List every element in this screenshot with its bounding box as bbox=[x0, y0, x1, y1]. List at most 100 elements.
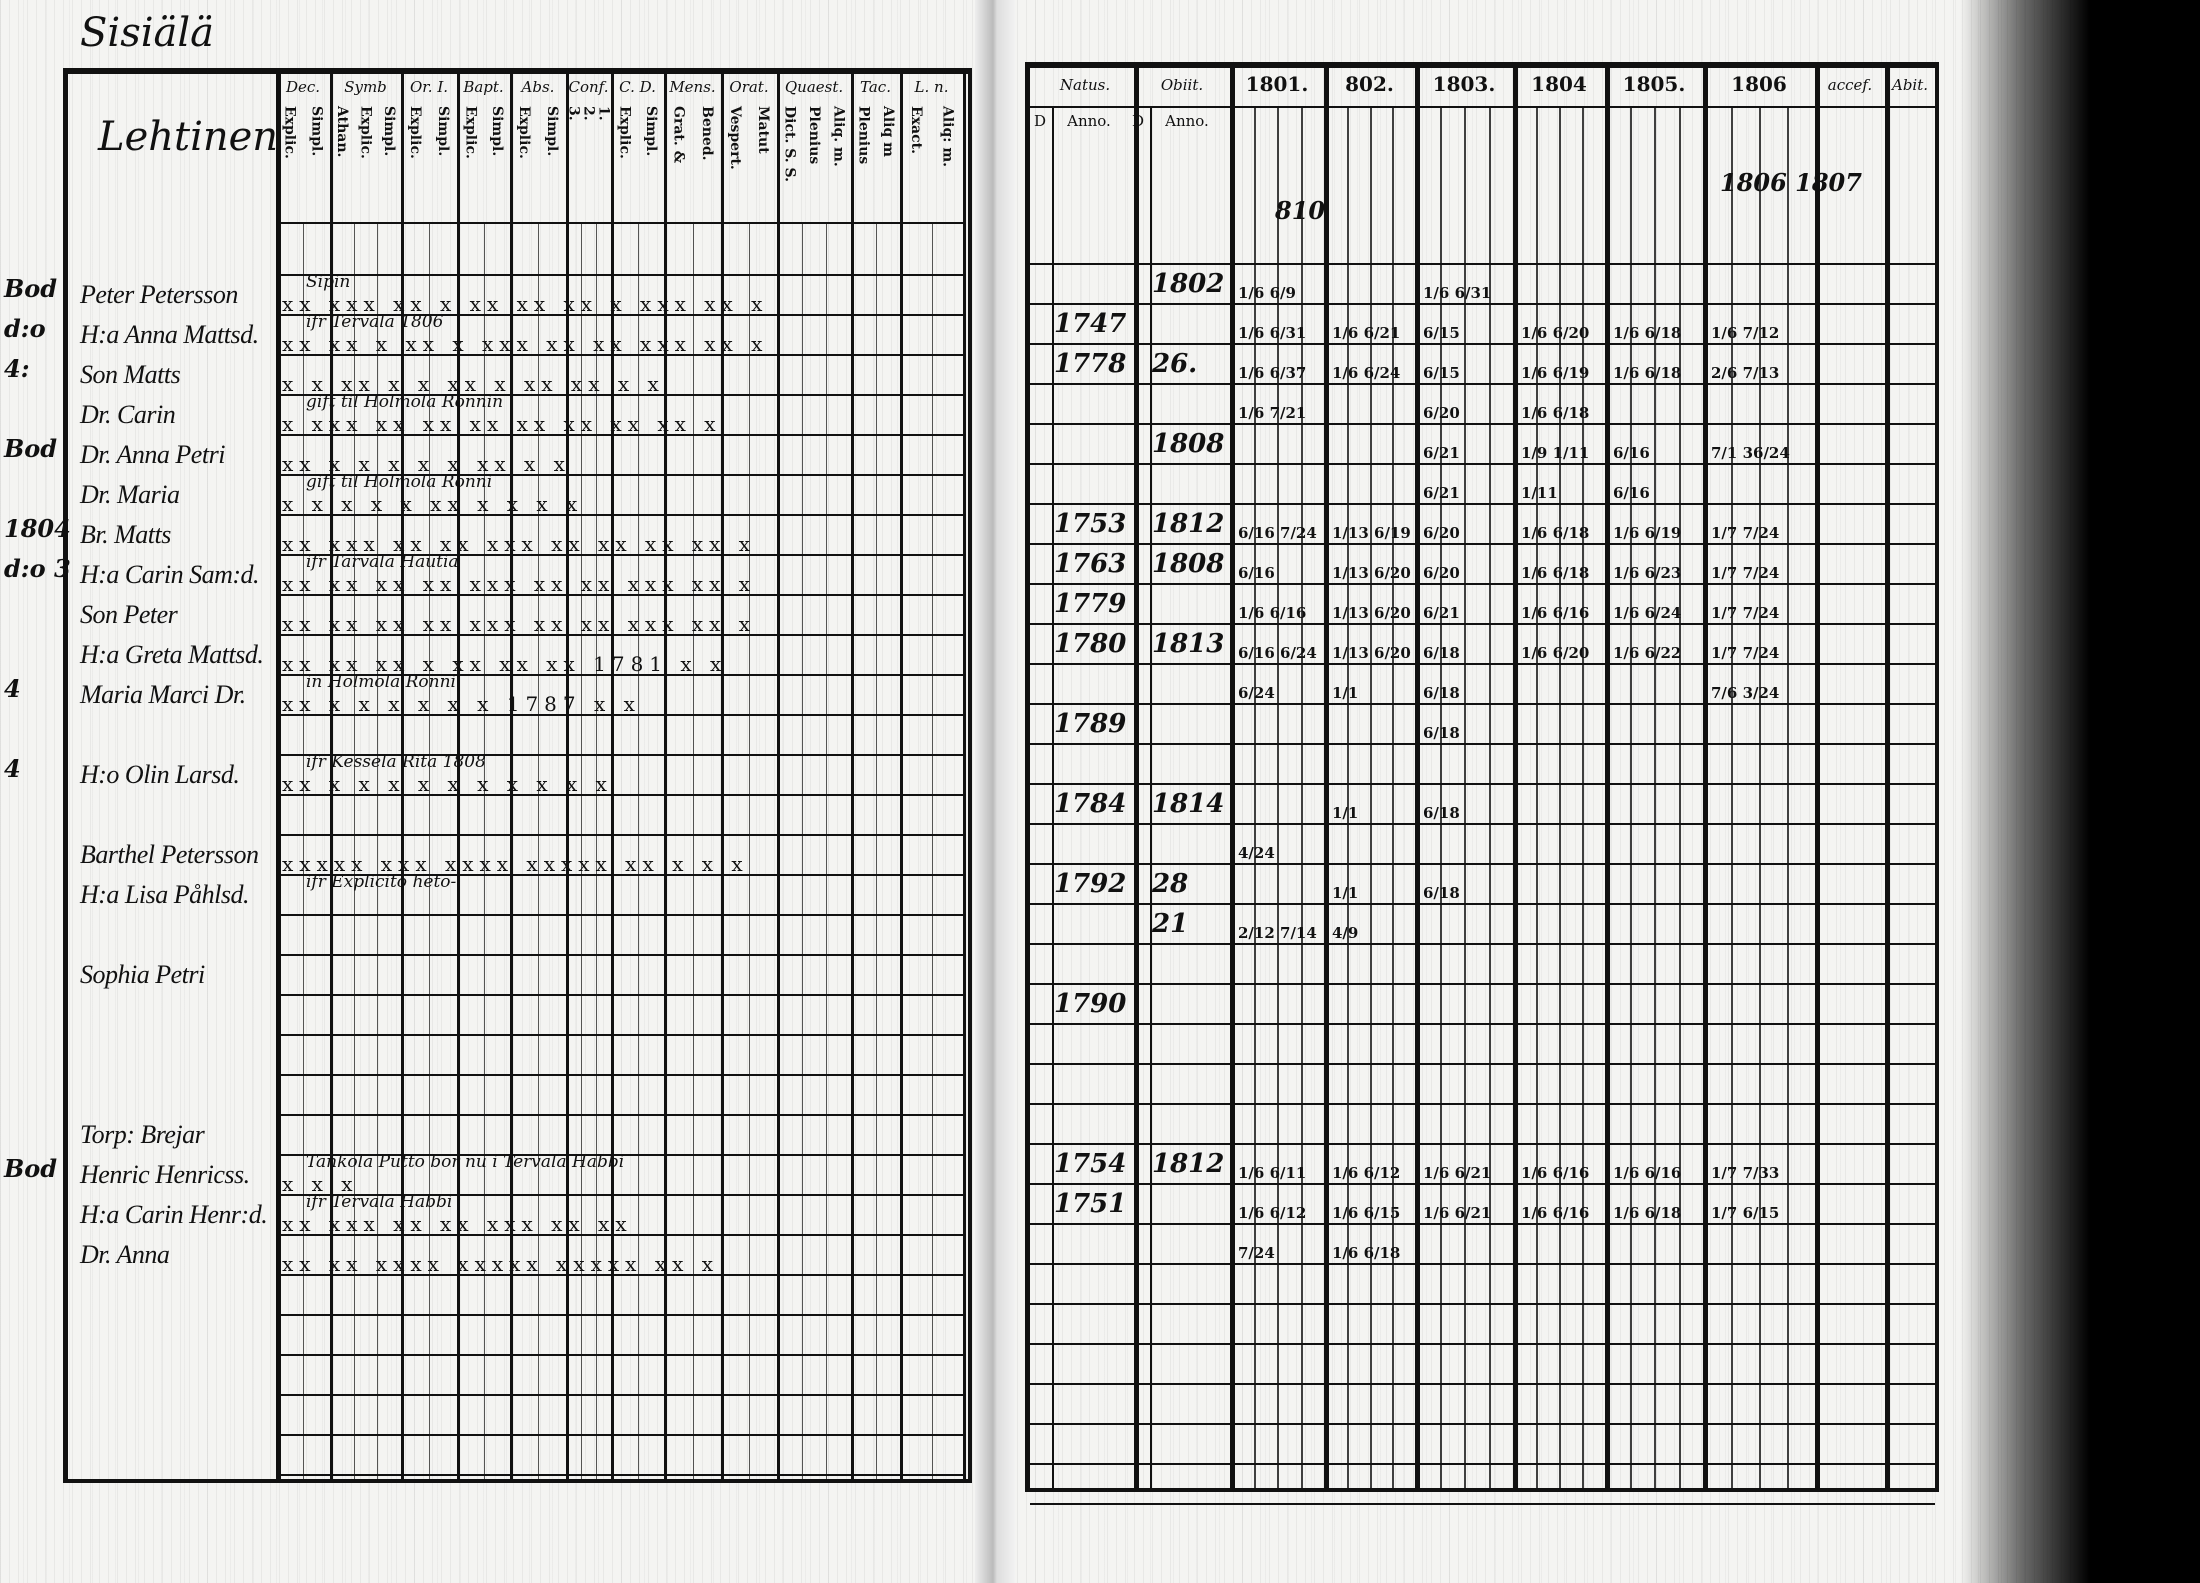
column-sub-label: 1. bbox=[595, 106, 612, 121]
year-rule bbox=[1230, 68, 1235, 1488]
column-sub-label: Simpl. bbox=[435, 106, 451, 157]
margin-annotation: Bod bbox=[4, 434, 58, 463]
column-sub-label: Simpl. bbox=[544, 106, 560, 157]
yearly-record: 1/6 6/11 bbox=[1238, 1164, 1307, 1182]
person-name: Maria Marci Dr. bbox=[80, 680, 246, 709]
year-label: 1805. bbox=[1622, 72, 1686, 96]
header-rule bbox=[276, 222, 963, 224]
yearly-record: 7/1 36/24 bbox=[1711, 444, 1790, 462]
register-row: 1808 6/21 1/9 1/11 6/16 7/1 36/24 bbox=[1030, 423, 1935, 463]
yearly-record: 6/24 bbox=[1238, 684, 1275, 702]
column-sub-label: Grat. & bbox=[670, 106, 687, 164]
row-rule bbox=[276, 1354, 963, 1356]
birth-year: 1789 bbox=[1054, 709, 1127, 739]
column-group-label: Conf. bbox=[568, 78, 609, 96]
remark-note: ifr Tervala 1806 bbox=[306, 312, 444, 332]
row-rule bbox=[276, 1074, 963, 1076]
register-row: 1784 1814 1/1 6/18 bbox=[1030, 783, 1935, 823]
yearly-record: 1/6 7/12 bbox=[1711, 324, 1780, 342]
register-row: 1778 26. 1/6 6/37 1/6 6/24 6/15 1/6 6/19 1/6 6… bbox=[1030, 343, 1935, 383]
book-gutter bbox=[975, 0, 1015, 1583]
catechism-marks: xx x x x x x x x x x x bbox=[282, 772, 613, 796]
sub-rule bbox=[1369, 106, 1372, 1488]
yearly-record: 7/6 3/24 bbox=[1711, 684, 1780, 702]
yearly-record: 6/18 bbox=[1423, 644, 1460, 662]
obiit-label: Obiit. bbox=[1160, 76, 1204, 94]
death-year: 1812 bbox=[1152, 509, 1225, 539]
group-rule bbox=[664, 74, 667, 1479]
column-sub-label: Athan. bbox=[333, 106, 350, 158]
yearly-record: 1/6 6/16 bbox=[1521, 604, 1590, 622]
register-row: Torp: Brejar bbox=[68, 1114, 963, 1154]
yearly-record: 6/16 bbox=[1613, 444, 1650, 462]
yearly-record: 2/6 7/13 bbox=[1711, 364, 1780, 382]
row-rule bbox=[1030, 1463, 1935, 1465]
yearly-record: 1/6 6/37 bbox=[1238, 364, 1307, 382]
year-rule bbox=[1605, 68, 1610, 1488]
remark-note: gift til Holmola Rönnin bbox=[306, 392, 504, 412]
person-name: H:a Anna Mattsd. bbox=[80, 320, 259, 349]
yearly-record: 1/13 6/20 bbox=[1332, 564, 1411, 582]
register-row bbox=[68, 234, 963, 274]
yearly-record: 6/15 bbox=[1423, 324, 1460, 342]
row-rule bbox=[1030, 983, 1935, 985]
column-sub-label: Aliq. m. bbox=[830, 106, 847, 167]
year-label: 1801. bbox=[1245, 72, 1309, 96]
register-row: 1792 28 1/1 6/18 bbox=[1030, 863, 1935, 903]
group-rule bbox=[611, 74, 614, 1479]
birth-year: 1778 bbox=[1054, 349, 1127, 379]
register-row: H:a Carin Henr:d. xx xxx xx xx xxx xx xx i… bbox=[68, 1194, 963, 1235]
column-sub-label: 2. bbox=[580, 106, 597, 121]
sub-rule bbox=[538, 222, 539, 1479]
death-year: 1808 bbox=[1152, 429, 1225, 459]
column-sub-label: Plenius bbox=[806, 106, 822, 165]
year-rule bbox=[1815, 68, 1820, 1488]
person-name: Sophia Petri bbox=[80, 960, 205, 989]
register-row: Maria Marci Dr. xx x x x x x x 1787 x x in… bbox=[68, 674, 963, 715]
left-page-register: Lehtinen Dec. Explic. Simpl. Symb Athan. Expl… bbox=[63, 68, 972, 1483]
year-label: 1804 bbox=[1531, 72, 1587, 96]
register-row bbox=[1030, 743, 1935, 783]
register-row: 1763 1808 6/16 1/13 6/20 6/20 1/6 6/18 1/6 6/2… bbox=[1030, 543, 1935, 583]
sub-rule bbox=[353, 222, 355, 1479]
person-name: H:a Greta Mattsd. bbox=[80, 640, 264, 669]
column-group-label: Mens. bbox=[669, 78, 716, 96]
sub-rule bbox=[1582, 106, 1584, 1488]
yearly-record: 1/6 6/20 bbox=[1521, 324, 1590, 342]
register-row bbox=[1030, 1063, 1935, 1103]
sub-rule bbox=[826, 222, 828, 1479]
day-rule bbox=[1150, 106, 1152, 1488]
row-rule bbox=[1030, 623, 1935, 625]
person-name: H:a Carin Henr:d. bbox=[80, 1200, 268, 1229]
row-rule bbox=[1030, 943, 1935, 945]
register-row bbox=[68, 994, 963, 1034]
yearly-record: 6/18 bbox=[1423, 724, 1460, 742]
row-rule bbox=[1030, 303, 1935, 305]
yearly-record: 1/7 7/24 bbox=[1711, 604, 1780, 622]
row-rule bbox=[1030, 1023, 1935, 1025]
register-row: Dr. Maria x x x x x xx x x x x gift til Ho… bbox=[68, 474, 963, 515]
register-row: 1802 1/6 6/9 1/6 6/31 bbox=[1030, 263, 1935, 303]
scan-dark-edge bbox=[1960, 0, 2200, 1583]
place-title: Sisiälä bbox=[80, 10, 215, 56]
sub-rule bbox=[303, 222, 304, 1479]
row-rule bbox=[276, 1274, 963, 1276]
sub-rule bbox=[483, 222, 485, 1479]
yearly-record: 1/6 6/19 bbox=[1613, 524, 1682, 542]
column-sub-label: Aliq: m. bbox=[939, 106, 956, 168]
person-name: Br. Matts bbox=[80, 520, 171, 549]
death-year: 1812 bbox=[1152, 1149, 1225, 1179]
column-group-label: Abs. bbox=[521, 78, 555, 96]
register-row bbox=[68, 1034, 963, 1074]
yearly-record: 1/7 7/24 bbox=[1711, 564, 1780, 582]
row-rule bbox=[1030, 583, 1935, 585]
yearly-record: 1/6 6/9 bbox=[1238, 284, 1296, 302]
sub-rule bbox=[1731, 106, 1733, 1488]
row-rule bbox=[1030, 1303, 1935, 1305]
register-row: Henric Henricss. x x x Tankola Putto bor n… bbox=[68, 1154, 963, 1195]
sub-rule bbox=[1277, 106, 1279, 1488]
sub-rule bbox=[1678, 106, 1681, 1488]
column-sub-label: Vespert. bbox=[727, 106, 743, 170]
column-sub-label: 3. bbox=[565, 106, 582, 121]
yearly-record: 6/20 bbox=[1423, 524, 1460, 542]
